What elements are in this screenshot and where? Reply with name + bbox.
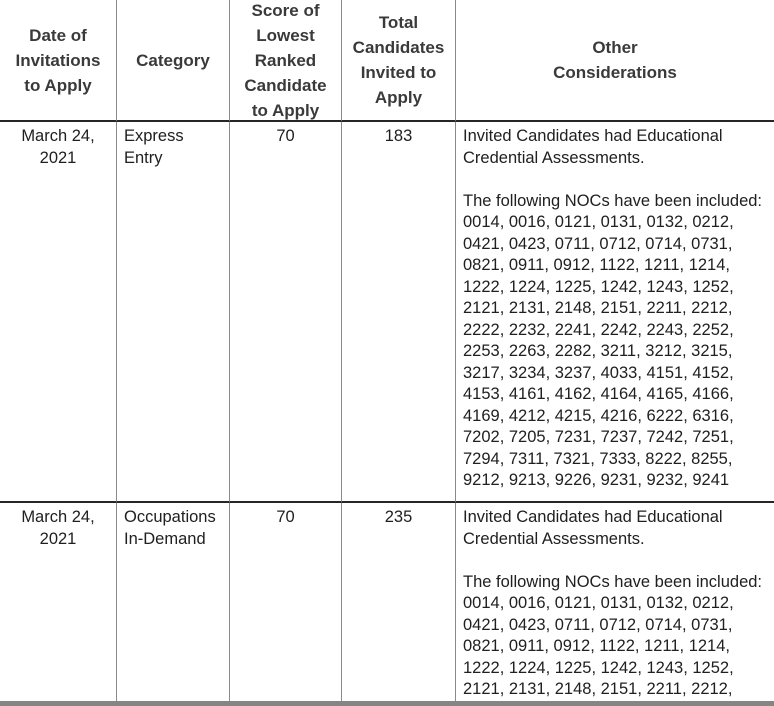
column-header-date-of-invitations: Date of Invitations to Apply xyxy=(0,0,117,122)
bottom-cutoff-band xyxy=(0,701,774,706)
row2-score-cell: 70 xyxy=(230,503,342,701)
row1-score-cell: 70 xyxy=(230,122,342,503)
column-header-lowest-score: Score of Lowest Ranked Candidate to Appl… xyxy=(230,0,342,122)
row1-total-cell: 183 xyxy=(342,122,456,503)
column-header-other-considerations: Other Considerations xyxy=(456,0,774,122)
row1-other-considerations-cell: Invited Candidates had Educational Crede… xyxy=(456,122,774,503)
row2-category-cell: Occupations In-Demand xyxy=(117,503,230,701)
column-header-total-candidates: Total Candidates Invited to Apply xyxy=(342,0,456,122)
row2-date-cell: March 24, 2021 xyxy=(0,503,117,701)
row1-category-cell: Express Entry xyxy=(117,122,230,503)
column-header-category: Category xyxy=(117,0,230,122)
row2-total-cell: 235 xyxy=(342,503,456,701)
row2-other-considerations-cell: Invited Candidates had Educational Crede… xyxy=(463,508,763,698)
row1-date-cell: March 24, 2021 xyxy=(0,122,117,503)
